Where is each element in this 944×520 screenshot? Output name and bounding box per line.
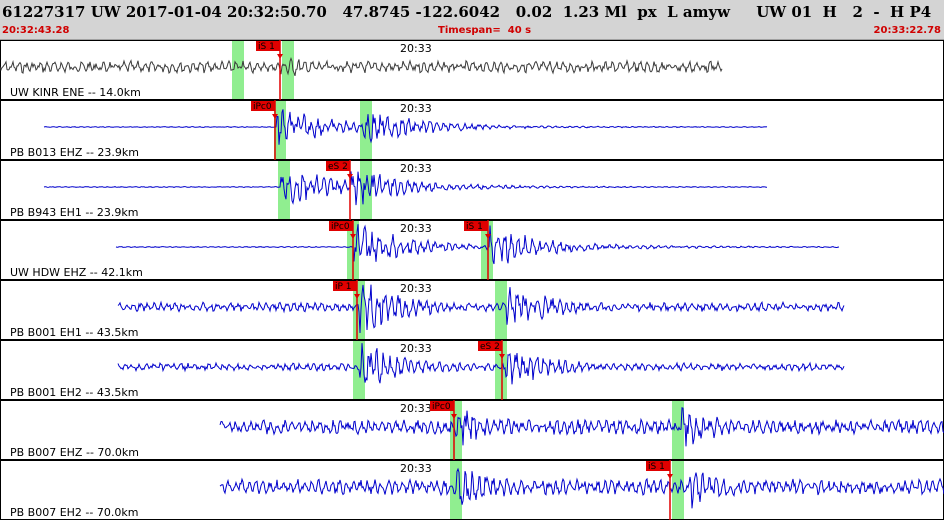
time-mark: 20:33 [400, 222, 432, 235]
pick-marker-icon [347, 174, 353, 179]
pick-window [274, 100, 286, 160]
pick-label[interactable]: iPc0 [331, 222, 350, 232]
channel-label: UW HDW EHZ -- 42.1km [10, 266, 143, 279]
pick-marker-icon [354, 294, 360, 299]
trace-panel[interactable]: 20:33 PB B013 EHZ -- 23.9km iPc0 [0, 100, 944, 160]
pick-label[interactable]: eS 2 [328, 162, 348, 172]
waveform [115, 224, 840, 265]
waveform [219, 407, 944, 447]
panel-border [0, 100, 944, 160]
channel-label: PB B943 EH1 -- 23.9km [10, 206, 138, 219]
pick-flag[interactable] [256, 41, 280, 51]
trace-canvas[interactable]: 20:33 UW KINR ENE -- 14.0km iS 1 20:33 PB B0… [0, 40, 944, 520]
waveform [219, 467, 944, 509]
waveform [117, 284, 845, 334]
pick-label[interactable]: iP 1 [335, 282, 352, 292]
channel-label: PB B001 EH1 -- 43.5km [10, 326, 138, 339]
channel-label: UW KINR ENE -- 14.0km [10, 86, 141, 99]
panel-border [0, 460, 944, 520]
time-mark: 20:33 [400, 102, 432, 115]
pick-flag[interactable] [333, 281, 357, 291]
pick-label[interactable]: iS 1 [466, 222, 483, 232]
pick-label[interactable]: iS 1 [648, 462, 665, 472]
pick-label[interactable]: iPc0 [432, 402, 451, 412]
trace-panel[interactable]: 20:33 UW KINR ENE -- 14.0km iS 1 [0, 40, 944, 100]
channel-label: PB B013 EHZ -- 23.9km [10, 146, 139, 159]
channel-label: PB B007 EH2 -- 70.0km [10, 506, 138, 519]
event-summary: 61227317 UW 2017-01-04 20:32:50.70 47.87… [2, 3, 944, 21]
panel-border [0, 280, 944, 340]
trace-panel[interactable]: 20:33 PB B001 EH1 -- 43.5km iP 1 [0, 280, 944, 340]
pick-label[interactable]: eS 2 [480, 342, 500, 352]
pick-window [232, 40, 244, 100]
pick-marker-icon [667, 474, 673, 479]
channel-label: PB B007 EHZ -- 70.0km [10, 446, 139, 459]
pick-label[interactable]: iS 1 [258, 42, 275, 52]
time-mark: 20:33 [400, 342, 432, 355]
event-header: 61227317 UW 2017-01-04 20:32:50.70 47.87… [0, 0, 944, 40]
timespan-label: Timespan= 40 s [438, 25, 532, 36]
pick-flag[interactable] [478, 341, 502, 351]
trace-panel[interactable]: 20:33 PB B943 EH1 -- 23.9km eS 2 [0, 160, 944, 220]
pick-marker-icon [272, 114, 278, 119]
pick-window [360, 160, 372, 220]
pick-marker-icon [485, 234, 491, 239]
trace-panel[interactable]: 20:33 PB B007 EH2 -- 70.0km iS 1 [0, 460, 944, 520]
pick-marker-icon [350, 234, 356, 239]
pick-marker-icon [451, 414, 457, 419]
waveform [0, 57, 723, 77]
time-mark: 20:33 [400, 402, 432, 415]
pick-flag[interactable] [251, 101, 275, 111]
pick-window [672, 460, 684, 520]
pick-window [495, 280, 507, 340]
time-mark: 20:33 [400, 42, 432, 55]
pick-window [282, 40, 294, 100]
time-mark: 20:33 [400, 162, 432, 175]
pick-flag[interactable] [464, 221, 488, 231]
trace-panels[interactable]: 20:33 UW KINR ENE -- 14.0km iS 1 20:33 PB B0… [0, 40, 944, 520]
pick-label[interactable]: iPc0 [253, 102, 272, 112]
pick-flag[interactable] [329, 221, 353, 231]
waveform [117, 343, 845, 385]
time-mark: 20:33 [400, 462, 432, 475]
trace-panel[interactable]: 20:33 PB B001 EH2 -- 43.5km eS 2 [0, 340, 944, 400]
panel-border [0, 160, 944, 220]
end-time: 20:33:22.78 [873, 25, 941, 36]
panel-border [0, 400, 944, 460]
time-mark: 20:33 [400, 282, 432, 295]
channel-label: PB B001 EH2 -- 43.5km [10, 386, 138, 399]
pick-flag[interactable] [646, 461, 670, 471]
trace-panel[interactable]: 20:33 PB B007 EHZ -- 70.0km iPc0 [0, 400, 944, 460]
waveform [43, 109, 768, 145]
start-time: 20:32:43.28 [2, 25, 70, 36]
pick-marker-icon [499, 354, 505, 359]
pick-marker-icon [277, 54, 283, 59]
waveform [43, 171, 767, 206]
pick-flag[interactable] [430, 401, 454, 411]
pick-flag[interactable] [326, 161, 350, 171]
trace-panel[interactable]: 20:33 UW HDW EHZ -- 42.1km iPc0 iS 1 [0, 220, 944, 280]
